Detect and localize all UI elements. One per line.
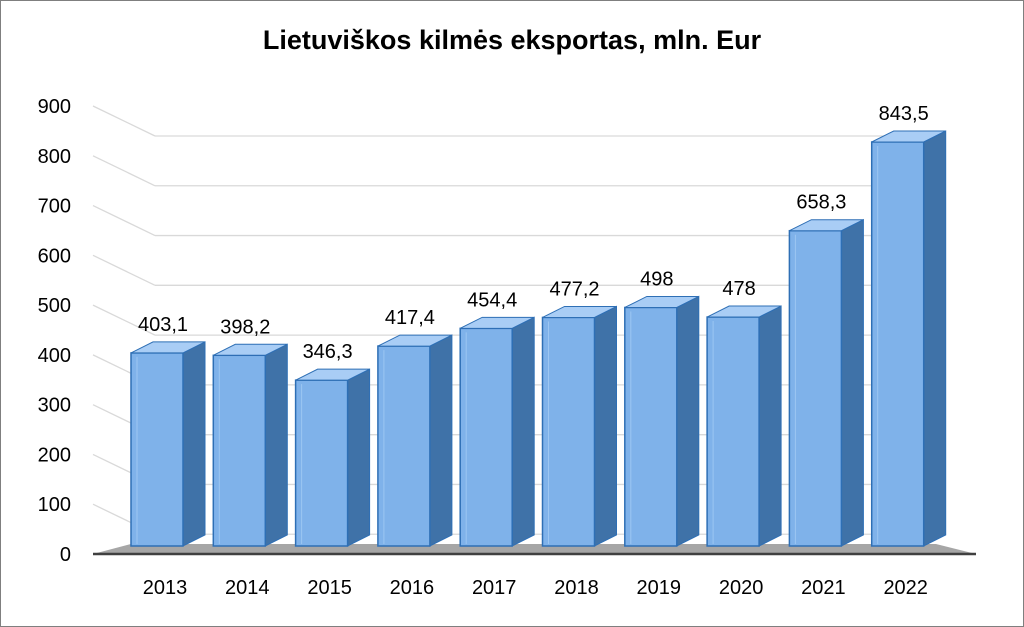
bar [130,352,184,547]
x-tick-label: 2022 [883,577,928,599]
bar-top [542,305,617,318]
gridline-stub [92,254,156,286]
bar [459,327,513,547]
bar [377,345,431,547]
bar-top [130,341,206,354]
bar-side [511,316,535,547]
bar-side [429,334,453,547]
y-tick-label: 500 [38,295,71,317]
bar-top [706,305,782,318]
y-tick-label: 800 [38,146,71,168]
y-tick-label: 600 [38,245,71,267]
y-tick-label: 700 [38,196,71,218]
bar-side [923,130,947,547]
bar-side [676,295,700,547]
bar-side [264,343,288,547]
bar-side [594,305,617,547]
x-tick-label: 2019 [637,577,682,599]
bar [624,306,678,547]
y-tick-label: 0 [60,544,71,566]
bar [541,316,596,547]
bar-side [182,341,206,547]
bar-top [789,219,864,232]
bar-side [758,305,782,547]
bar [294,379,349,547]
data-label: 477,2 [549,278,599,300]
y-tick-label: 900 [38,96,71,118]
x-tick-label: 2020 [719,577,764,599]
y-tick-label: 100 [38,494,71,516]
bar-top [213,343,288,356]
bar-top [459,316,535,329]
bar-top [624,295,700,308]
data-label: 454,4 [467,289,517,311]
bar-side [347,368,371,547]
bar-top [295,368,370,381]
gridline-stub [92,105,156,137]
y-tick-label: 200 [38,444,71,466]
data-label: 403,1 [138,314,188,336]
x-tick-label: 2018 [554,577,599,599]
x-tick-label: 2014 [225,577,270,599]
x-tick-label: 2017 [472,577,517,599]
bar [212,354,267,547]
data-label: 498 [640,268,673,290]
gridline-stub [92,155,156,187]
x-tick-label: 2021 [801,577,846,599]
bar [706,316,760,547]
data-label: 843,5 [879,103,929,125]
x-tick-label: 2016 [390,577,435,599]
bar-top [871,130,946,143]
chart-title: Lietuviškos kilmės eksportas, mln. Eur [262,25,762,55]
data-label: 398,2 [220,316,270,338]
y-tick-label: 400 [38,345,71,367]
y-tick-label: 300 [38,395,71,417]
bar-top [377,334,453,347]
gridline-stub [92,204,156,237]
x-tick-label: 2015 [307,577,352,599]
gridline-stub [92,304,156,336]
data-label: 346,3 [303,341,353,363]
data-label: 417,4 [385,307,435,329]
data-label: 478 [722,278,755,300]
bar [870,141,925,547]
x-tick-label: 2013 [143,577,188,599]
bar [788,229,843,547]
bar-side [840,218,864,547]
data-label: 658,3 [796,192,846,214]
